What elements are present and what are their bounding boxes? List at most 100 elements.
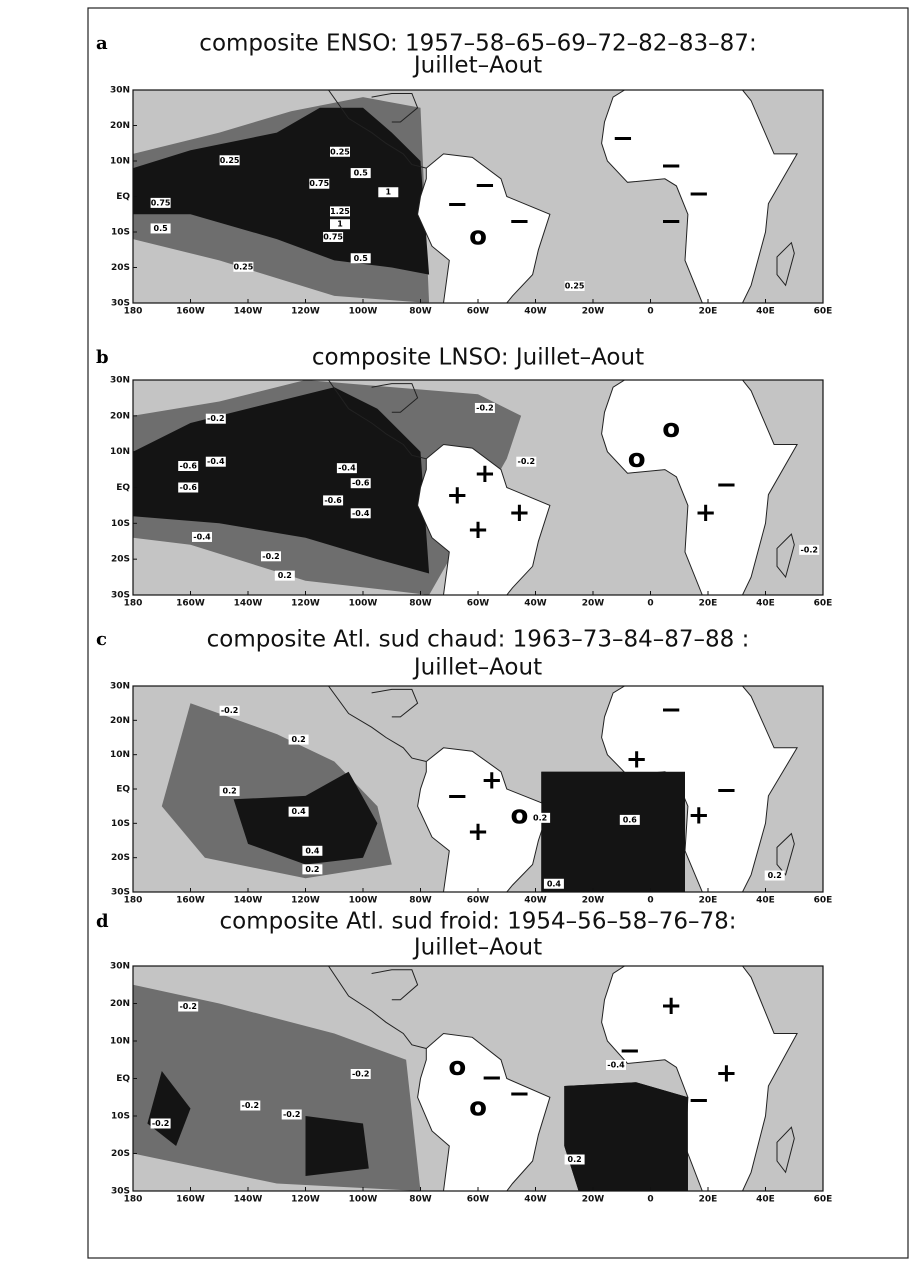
panel-title: composite LNSO: Juillet–Aout <box>312 345 644 371</box>
contour-label: 0.2 <box>305 865 319 874</box>
lat-label: 10S <box>111 228 130 238</box>
contour-label: -0.6 <box>179 483 197 492</box>
anomaly-sign: + <box>716 1059 738 1089</box>
anomaly-sign: o <box>469 221 487 251</box>
lon-label: 40W <box>524 896 547 906</box>
lon-label: 140W <box>234 599 263 609</box>
contour-label: 0.2 <box>223 787 237 796</box>
contour-label: 1.25 <box>330 207 350 216</box>
anomaly-sign: + <box>474 459 496 489</box>
contour-label: 0.25 <box>565 281 585 290</box>
anomaly-sign: − <box>619 1036 641 1066</box>
lat-label: 10S <box>111 519 130 529</box>
contour-label: -0.2 <box>352 1070 370 1079</box>
anomaly-sign: + <box>509 498 531 528</box>
dark-shade <box>306 1116 369 1176</box>
contour-label: -0.2 <box>476 403 494 412</box>
lon-label: 120W <box>291 599 320 609</box>
anomaly-sign: − <box>688 179 710 209</box>
panel-letter: c <box>96 629 107 650</box>
lon-label: 100W <box>349 599 378 609</box>
lon-label: 0 <box>647 307 653 317</box>
anomaly-sign: o <box>448 1052 466 1082</box>
lat-label: 10N <box>110 157 130 167</box>
lon-label: 60W <box>467 599 490 609</box>
contour-label: 0.25 <box>330 147 350 156</box>
lon-label: 120W <box>291 896 320 906</box>
lon-label: 80W <box>409 307 432 317</box>
panel-title: Juillet–Aout <box>412 935 542 961</box>
lon-label: 40W <box>524 599 547 609</box>
lat-label: 20S <box>111 853 130 863</box>
lat-label: 30N <box>110 962 130 972</box>
anomaly-sign: − <box>481 1063 503 1093</box>
contour-label: -0.2 <box>283 1110 301 1119</box>
lat-label: 30N <box>110 86 130 96</box>
lat-label: 30N <box>110 376 130 386</box>
lon-label: 0 <box>647 599 653 609</box>
lon-label: 0 <box>647 1195 653 1205</box>
lat-label: EQ <box>116 785 130 795</box>
contour-label: -0.4 <box>193 532 211 541</box>
anomaly-sign: − <box>474 170 496 200</box>
panel-title: composite Atl. sud froid: 1954–56–58–76–… <box>220 909 737 935</box>
anomaly-sign: + <box>688 800 710 830</box>
lon-label: 40W <box>524 1195 547 1205</box>
lon-label: 100W <box>349 307 378 317</box>
contour-label: -0.2 <box>518 457 536 466</box>
contour-label: -0.4 <box>338 464 356 473</box>
lat-label: 20N <box>110 411 130 421</box>
anomaly-sign: o <box>662 414 680 444</box>
lon-label: 60E <box>814 599 833 609</box>
contour-label: 0.6 <box>623 815 638 824</box>
lon-label: 20E <box>699 1195 718 1205</box>
contour-label: -0.6 <box>324 496 342 505</box>
contour-label: 0.5 <box>354 169 369 178</box>
lat-label: EQ <box>116 1074 130 1084</box>
anomaly-sign: − <box>446 190 468 220</box>
lon-label: 120W <box>291 307 320 317</box>
anomaly-sign: + <box>660 991 682 1021</box>
lon-label: 40W <box>524 307 547 317</box>
anomaly-sign: − <box>716 470 738 500</box>
contour-label: 0.2 <box>768 871 782 880</box>
dark-shade <box>541 772 685 892</box>
lat-label: EQ <box>116 192 130 202</box>
lon-label: 140W <box>234 896 263 906</box>
contour-label: -0.2 <box>800 545 818 554</box>
lon-label: 40E <box>756 599 775 609</box>
contour-label: 0.75 <box>151 198 171 207</box>
contour-label: 0.2 <box>278 571 292 580</box>
lon-label: 160W <box>176 896 205 906</box>
contour-label: 0.2 <box>533 813 547 822</box>
contour-label: 1 <box>386 188 392 197</box>
lat-label: 10N <box>110 1037 130 1047</box>
lon-label: 160W <box>176 599 205 609</box>
lon-label: 160W <box>176 307 205 317</box>
lat-label: 10S <box>111 1112 130 1122</box>
contour-label: -0.2 <box>221 706 239 715</box>
lon-label: 80W <box>409 1195 432 1205</box>
lon-label: 60W <box>467 896 490 906</box>
contour-label: 0.75 <box>323 232 343 241</box>
panel-letter: d <box>96 911 109 932</box>
anomaly-sign: − <box>509 207 531 237</box>
lon-label: 20E <box>699 599 718 609</box>
dark-shade <box>564 1082 688 1191</box>
contour-label: 0.4 <box>547 879 562 888</box>
contour-label: -0.2 <box>179 1002 197 1011</box>
lon-label: 120W <box>291 1195 320 1205</box>
lon-label: 20W <box>582 896 605 906</box>
lon-label: 20W <box>582 307 605 317</box>
contour-label: -0.6 <box>179 462 197 471</box>
lon-label: 60E <box>814 896 833 906</box>
lat-label: 10N <box>110 750 130 760</box>
lon-label: 60W <box>467 1195 490 1205</box>
contour-label: 0.25 <box>234 262 254 271</box>
lat-label: 20S <box>111 263 130 273</box>
anomaly-sign: − <box>716 776 738 806</box>
lon-label: 0 <box>647 896 653 906</box>
lon-label: 60E <box>814 307 833 317</box>
lon-label: 180 <box>124 896 143 906</box>
lat-label: 20N <box>110 121 130 131</box>
